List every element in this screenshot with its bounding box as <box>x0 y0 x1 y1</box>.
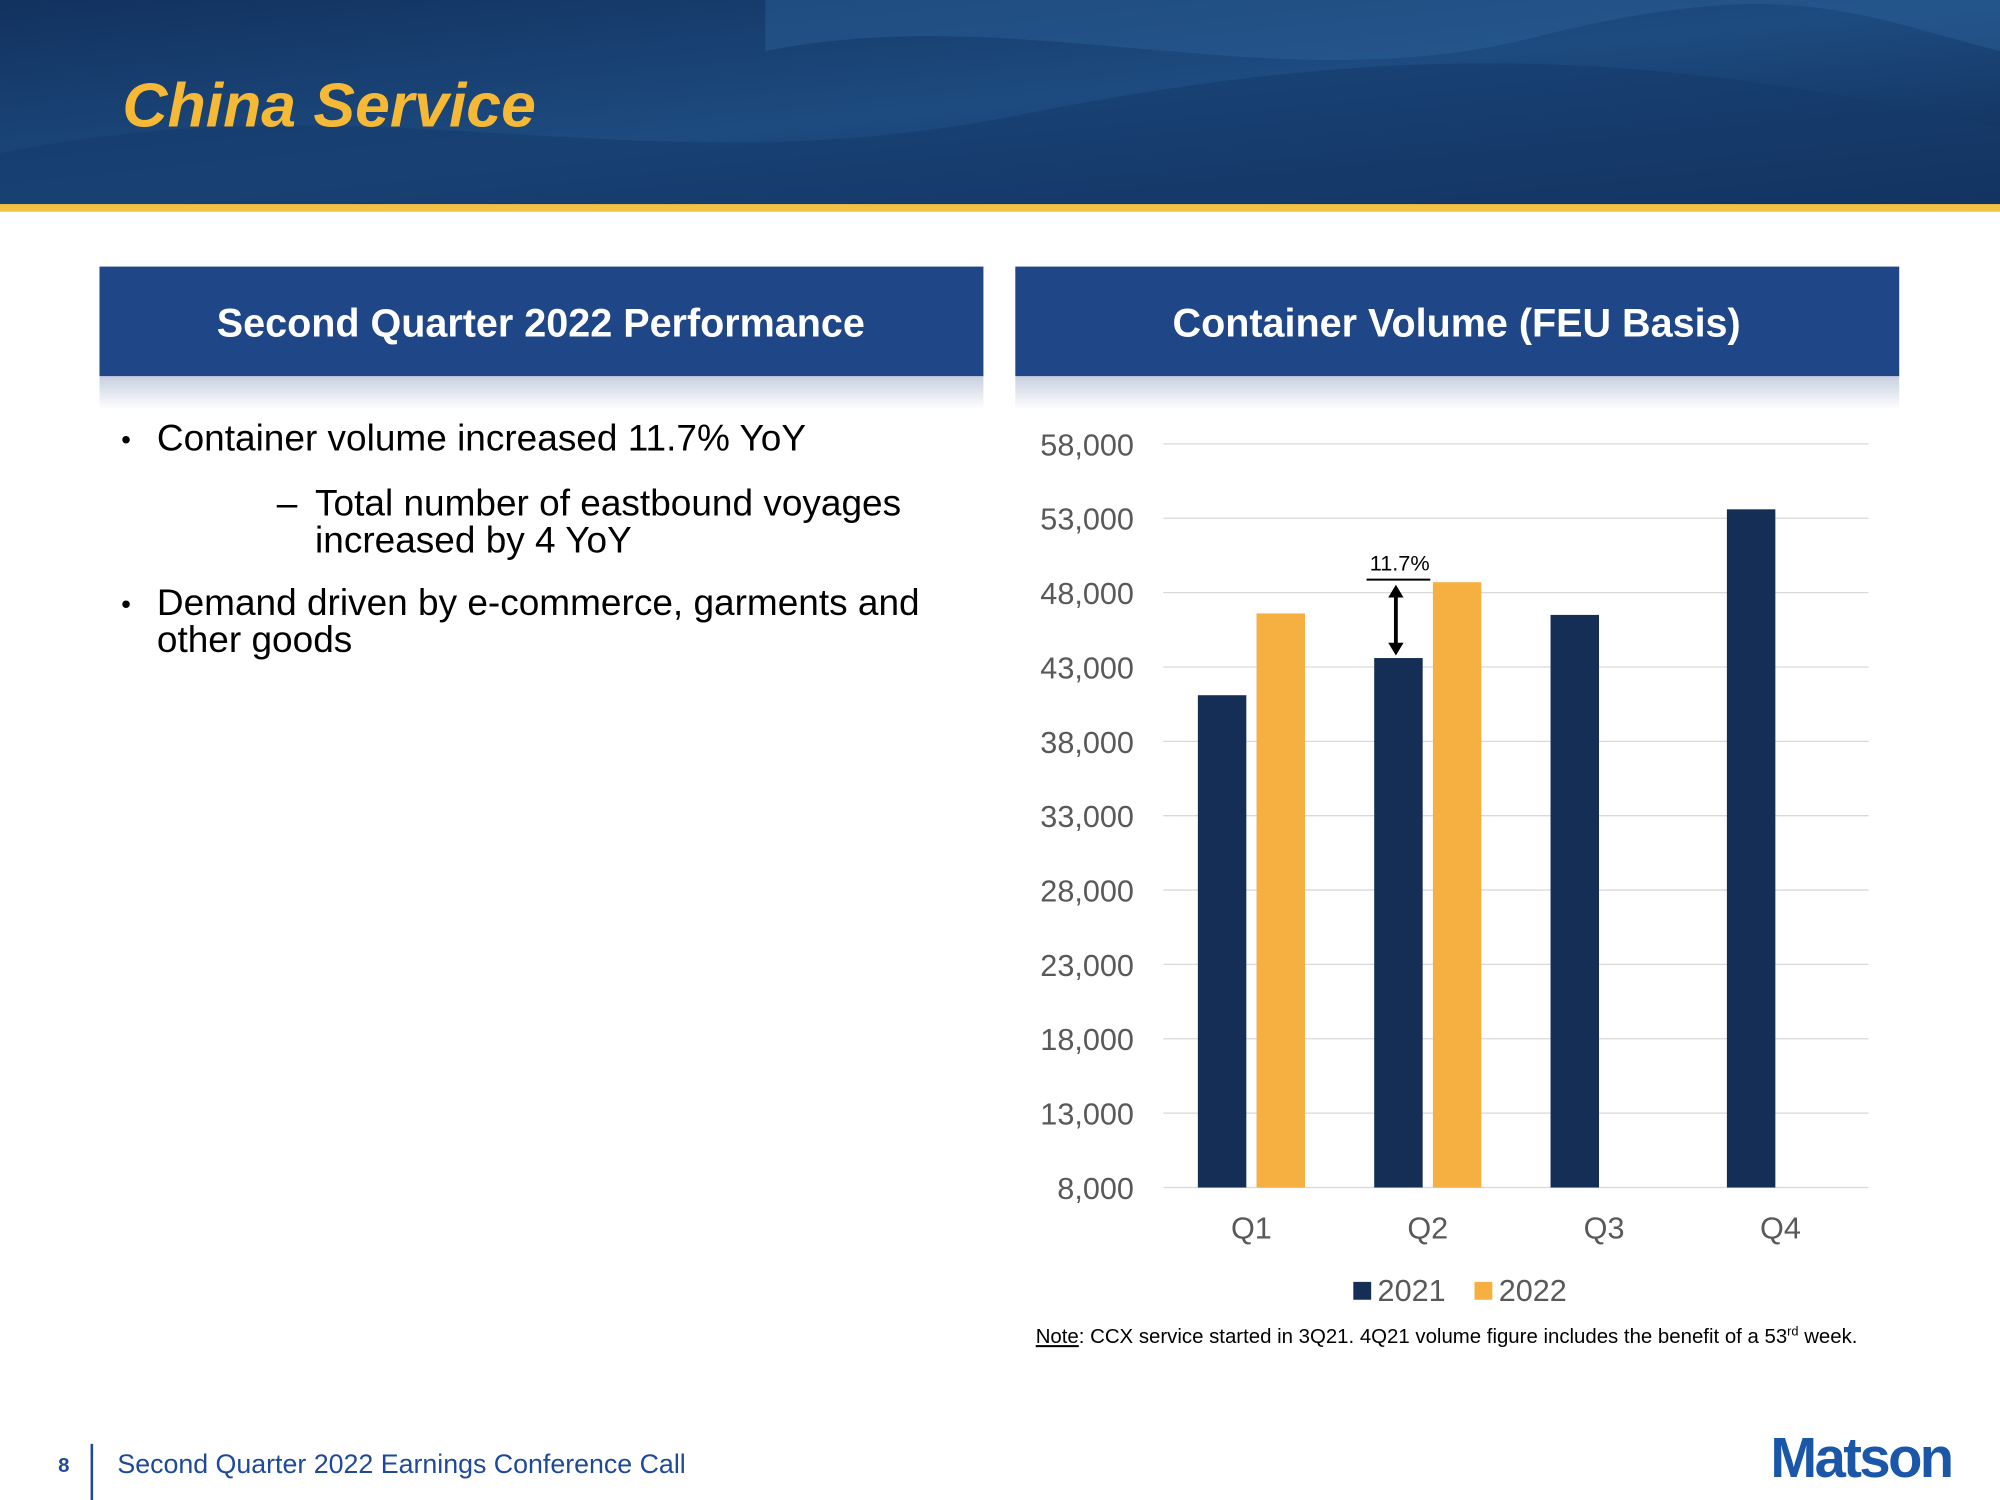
bullets: Container volume increased 11.7% YoY Tot… <box>99 421 992 660</box>
x-tick-label: Q4 <box>1760 1212 1801 1246</box>
panel-heading: Second Quarter 2022 Performance <box>217 302 865 346</box>
slide-title: China Service <box>122 70 535 140</box>
legend-swatch <box>1474 1281 1493 1300</box>
chart: 8,000 13,000 18,000 23,000 28,000 33,000 38,00… <box>1040 428 1869 1308</box>
y-tick-label: 38,000 <box>1040 726 1134 760</box>
legend-swatch <box>1353 1281 1372 1300</box>
y-tick-label: 28,000 <box>1040 875 1134 909</box>
x-tick-label: Q2 <box>1407 1212 1448 1246</box>
bar <box>1726 509 1776 1188</box>
panel-shade <box>1015 376 1900 410</box>
note-end: week. <box>1799 1326 1858 1348</box>
annotation: 11.7% <box>1370 551 1430 576</box>
logo: Matson <box>1770 1426 1951 1489</box>
panel-heading-bg <box>99 266 984 377</box>
chart-title: Container Volume (FEU Basis) <box>1173 302 1741 346</box>
note: Note: CCX service started in 3Q21. 4Q21 … <box>1036 1323 1858 1348</box>
y-tick-label: 23,000 <box>1040 949 1134 983</box>
sub-bullet: Total number of eastbound voyages increa… <box>277 485 992 560</box>
y-tick-label: 48,000 <box>1040 577 1134 611</box>
x-tick-label: Q3 <box>1584 1212 1625 1246</box>
bullet: Container volume increased 11.7% YoY Tot… <box>121 420 992 560</box>
y-tick-label: 53,000 <box>1040 503 1134 537</box>
footer-text: Second Quarter 2022 Earnings Conference … <box>117 1449 685 1479</box>
wave <box>765 0 2000 60</box>
bar <box>1432 582 1482 1188</box>
header-rule <box>0 204 2000 212</box>
bullet-text: Container volume increased 11.7% YoY <box>156 420 807 460</box>
arrow-head <box>1388 642 1404 656</box>
bar <box>1256 613 1306 1188</box>
y-tick-label: 18,000 <box>1040 1023 1134 1057</box>
note-text: : CCX service started in 3Q21. 4Q21 volu… <box>1079 1326 1787 1348</box>
legend-label: 2022 <box>1499 1274 1567 1308</box>
bar <box>1550 614 1600 1188</box>
legend-label: 2021 <box>1378 1274 1446 1308</box>
x-tick-label: Q1 <box>1231 1212 1272 1246</box>
y-tick-label: 58,000 <box>1040 428 1134 462</box>
panel-heading-bg <box>1015 266 1900 377</box>
page-number: 8 <box>58 1455 69 1477</box>
bullet: Demand driven by e-commerce, garments an… <box>121 585 992 659</box>
bar <box>1374 658 1423 1188</box>
note-label: Note <box>1036 1326 1079 1348</box>
y-tick-label: 13,000 <box>1040 1098 1134 1132</box>
y-tick-label: 8,000 <box>1057 1172 1134 1206</box>
wave <box>0 63 2000 207</box>
y-tick-label: 43,000 <box>1040 651 1134 685</box>
panel-shade <box>99 376 984 410</box>
bullets-box: Container volume increased 11.7% YoY Tot… <box>99 421 992 753</box>
bar <box>1197 695 1247 1188</box>
arrow-head <box>1388 584 1404 598</box>
y-tick-label: 33,000 <box>1040 800 1134 834</box>
note-sup: rd <box>1787 1323 1798 1338</box>
